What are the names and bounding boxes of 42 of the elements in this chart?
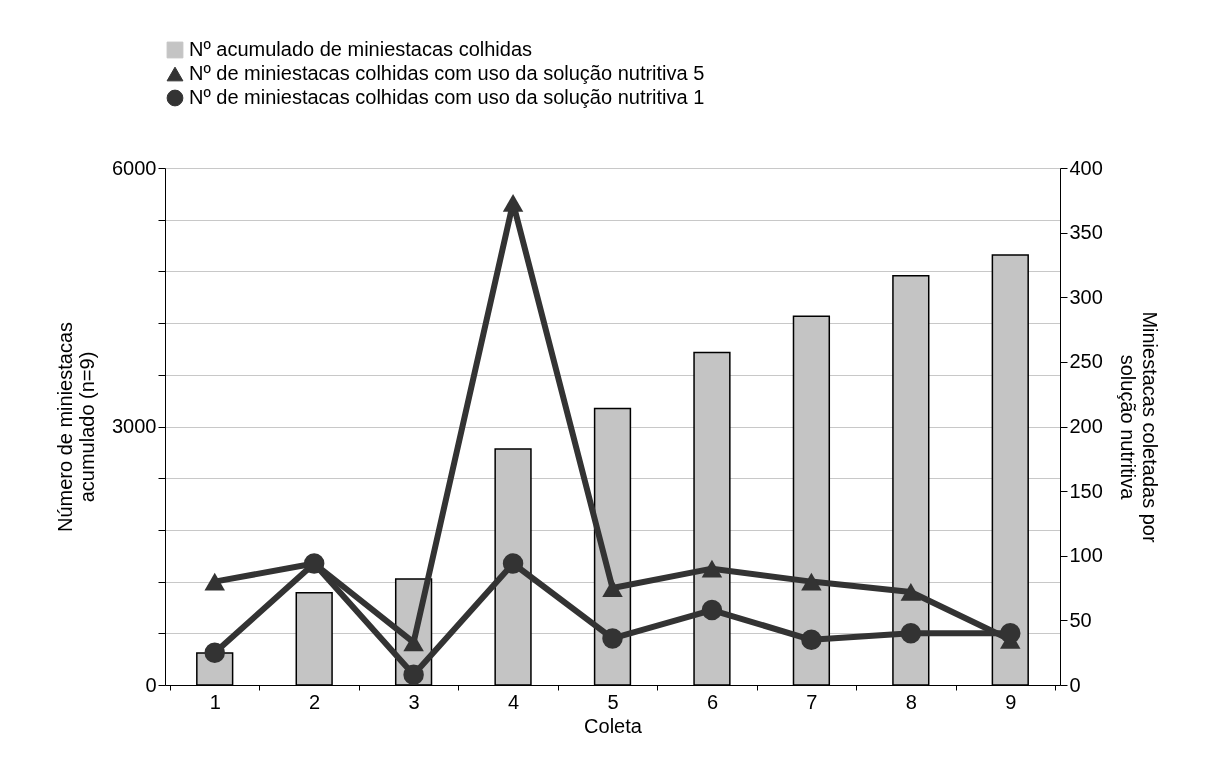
point	[502, 553, 524, 574]
y2-tick-label: 400	[1069, 156, 1103, 179]
y2-tick-label: 100	[1069, 544, 1103, 567]
point	[502, 194, 524, 212]
x-tick-label: 7	[806, 690, 818, 713]
y-tick-label: 3000	[112, 415, 157, 437]
x-tick-label: 4	[507, 690, 520, 713]
point	[602, 628, 623, 649]
y2-tick-label: 50	[1069, 608, 1092, 631]
x-tick-label: 5	[607, 690, 619, 713]
y-axis-title: Número de miniestacas acumulado (n=9)	[54, 321, 99, 533]
legend-label: Nº acumulado de miniestacas colhidas	[189, 38, 533, 60]
x-tick-label: 8	[905, 690, 917, 713]
y2-tick-label: 250	[1069, 350, 1103, 373]
point	[602, 579, 623, 597]
y-tick-label: 0	[145, 673, 157, 696]
legend-label: Nº de miniestacas colhidas com uso da solução nutritiva 5	[189, 62, 705, 84]
point	[900, 583, 922, 601]
x-tick-label: 6	[706, 690, 719, 713]
y2-axis-title: Miniestacas coletadas por solução nutritiva	[1116, 311, 1161, 543]
point	[1000, 623, 1021, 644]
x-tick-label: 9	[1005, 690, 1017, 713]
point	[701, 599, 723, 621]
point	[204, 572, 225, 591]
y-tick-label: 6000	[112, 156, 157, 179]
x-tick-label: 3	[408, 690, 420, 713]
point	[801, 572, 822, 591]
y2-tick-label: 350	[1069, 221, 1103, 244]
y2-tick-label: 200	[1069, 415, 1103, 437]
point	[403, 633, 424, 652]
point	[801, 629, 822, 650]
y2-tick-label: 300	[1069, 285, 1103, 308]
point	[204, 642, 225, 663]
x-tick-label: 1	[209, 690, 221, 713]
y2-tick-label: 0	[1069, 673, 1081, 696]
point	[403, 664, 424, 685]
x-axis-title: Coleta	[584, 714, 643, 737]
point	[900, 623, 922, 644]
point	[701, 559, 723, 578]
legend-label: Nº de miniestacas colhidas com uso da solução nutritiva 1	[189, 86, 705, 108]
y2-tick-label: 150	[1069, 479, 1103, 502]
x-tick-label: 2	[309, 690, 321, 713]
